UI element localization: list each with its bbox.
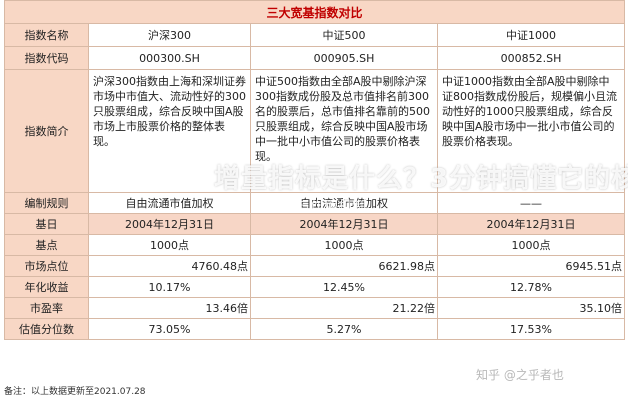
table-cell: 2004年12月31日: [250, 213, 438, 235]
table-cell: 6945.51点: [436, 255, 626, 277]
row-label: 基日: [4, 213, 89, 235]
table-cell: 5.27%: [250, 318, 438, 340]
row-label: 编制规则: [4, 192, 89, 214]
intro-row: 指数简介 沪深300指数由上海和深圳证券市场中市值大、流动性好的300只股票组成…: [4, 69, 626, 193]
table-row: 市场点位 4760.48点 6621.98点 6945.51点: [4, 255, 626, 277]
source-brand: 知乎 @之乎者也: [476, 368, 564, 382]
header-cell: 沪深300: [88, 23, 251, 47]
table-cell: 自由流通市值加权: [88, 192, 251, 214]
row-label: 估值分位数: [4, 318, 89, 340]
description-cell: 沪深300指数由上海和深圳证券市场中市值大、流动性好的300只股票组成，综合反映…: [88, 69, 251, 193]
watermark-headline: 增量指标是什么？3分钟搞懂它的核: [214, 164, 628, 194]
description-cell: 中证1000指数由全部A股中剔除中证800指数成份股后，规模偏小且流动性好的10…: [436, 69, 626, 193]
row-label: 指数代码: [4, 46, 89, 70]
table-cell: 35.10倍: [436, 297, 626, 319]
row-label: 市场点位: [4, 255, 89, 277]
table-cell: ——: [436, 192, 626, 214]
table-cell: 6621.98点: [250, 255, 438, 277]
table-cell: 12.45%: [250, 276, 438, 298]
table-cell: 73.05%: [88, 318, 251, 340]
table-cell: 10.17%: [88, 276, 251, 298]
table-cell: 4760.48点: [88, 255, 251, 277]
table-cell: 000852.SH: [436, 46, 626, 70]
table-cell: 1000点: [88, 234, 251, 256]
row-label: 年化收益: [4, 276, 89, 298]
table-cell: 2004年12月31日: [436, 213, 626, 235]
table-cell: 17.53%: [436, 318, 626, 340]
comparison-table: 三大宽基指数对比 指数名称 沪深300 中证500 中证1000 指数代码 00…: [3, 0, 626, 340]
header-row: 指数名称 沪深300 中证500 中证1000: [4, 23, 626, 47]
description-cell: 中证500指数由全部A股中剔除沪深300指数成份股及总市值排名前300名的股票后…: [250, 69, 438, 193]
table-row: 年化收益 10.17% 12.45% 12.78%: [4, 276, 626, 298]
table-row: 估值分位数 73.05% 5.27% 17.53%: [4, 318, 626, 340]
watermark-subline: 心逻辑与作用机制: [254, 199, 366, 215]
row-label: 指数名称: [4, 23, 89, 47]
table-cell: 000905.SH: [250, 46, 438, 70]
row-label: 市盈率: [4, 297, 89, 319]
table-row: 市盈率 13.46倍 21.22倍 35.10倍: [4, 297, 626, 319]
row-label: 指数简介: [4, 69, 89, 193]
header-cell: 中证1000: [436, 23, 626, 47]
title-row: 三大宽基指数对比: [3, 0, 626, 24]
table-row: 基点 1000点 1000点 1000点: [4, 234, 626, 256]
table-row: 基日 2004年12月31日 2004年12月31日 2004年12月31日: [4, 213, 626, 235]
header-cell: 中证500: [250, 23, 438, 47]
table-cell: 1000点: [250, 234, 438, 256]
table-cell: 000300.SH: [88, 46, 251, 70]
table-cell: 2004年12月31日: [88, 213, 251, 235]
table-cell: 1000点: [436, 234, 626, 256]
code-row: 指数代码 000300.SH 000905.SH 000852.SH: [4, 46, 626, 70]
table-title: 三大宽基指数对比: [3, 0, 626, 24]
table-cell: 13.46倍: [88, 297, 251, 319]
row-label: 基点: [4, 234, 89, 256]
table-cell: 21.22倍: [250, 297, 438, 319]
footnote: 备注：以上数据更新至2021.07.28: [4, 387, 146, 397]
table-cell: 12.78%: [436, 276, 626, 298]
